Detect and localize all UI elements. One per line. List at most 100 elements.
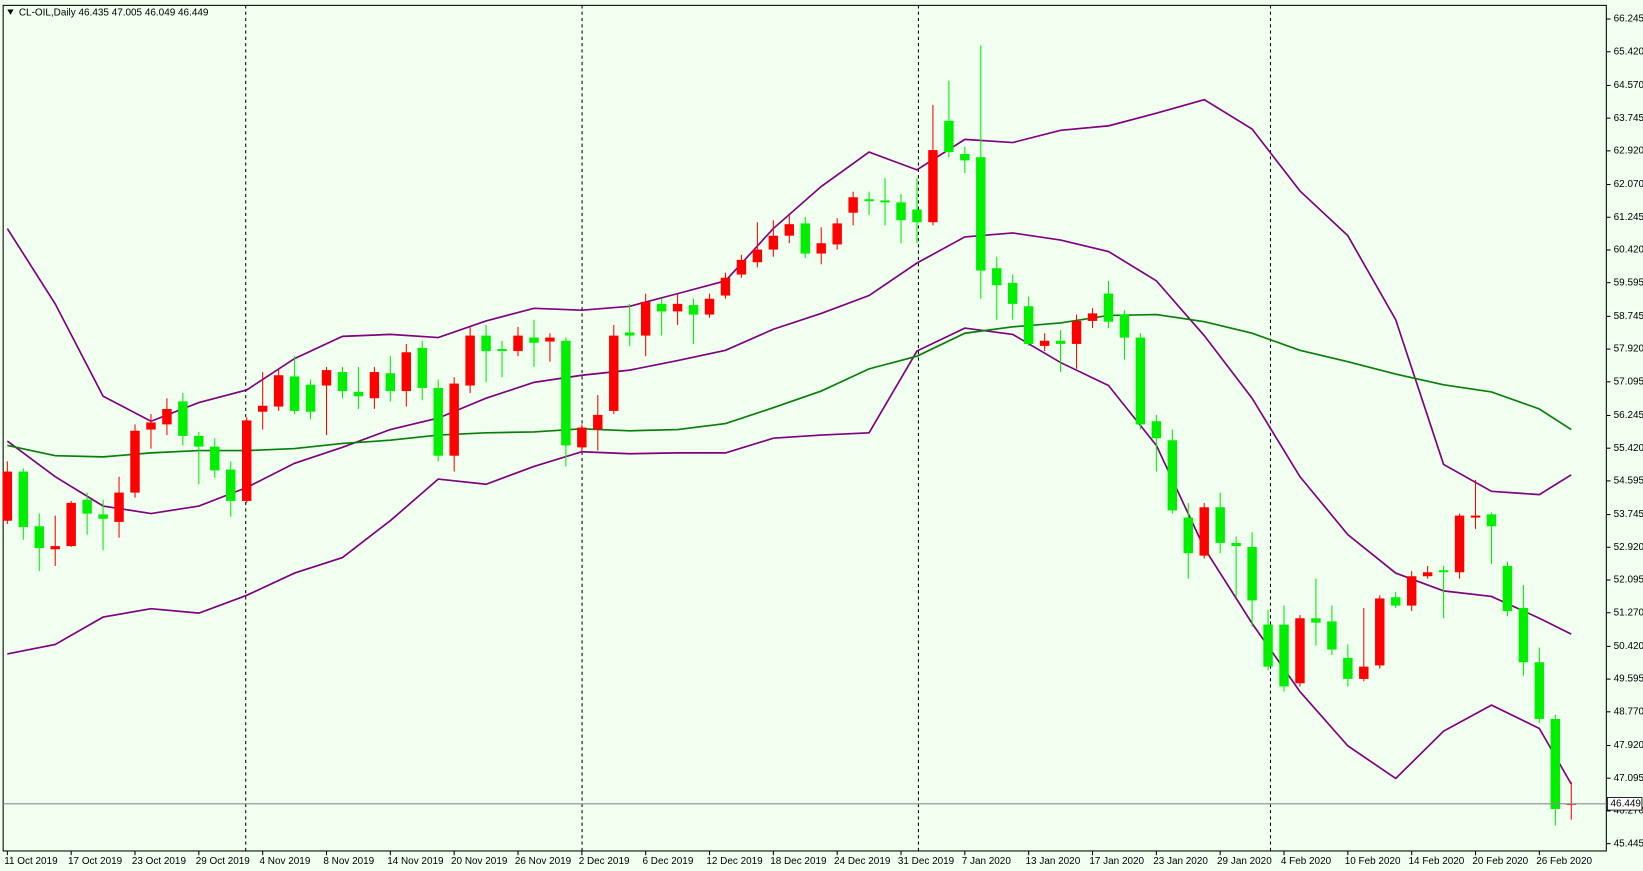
candle-body — [2, 471, 13, 521]
candle-body — [449, 383, 459, 456]
candle-body — [1550, 718, 1561, 809]
candle-body — [1454, 515, 1465, 573]
open-value: 46.435 — [79, 7, 110, 18]
y-tick-label: 47.095 — [1614, 773, 1643, 784]
candle-body — [18, 471, 29, 528]
x-tick-label: 26 Nov 2019 — [515, 856, 572, 867]
candle-body — [114, 492, 124, 522]
candle-body — [162, 408, 172, 425]
y-tick-label: 55.420 — [1614, 443, 1643, 454]
candle-body — [1119, 314, 1130, 338]
candle-body — [928, 150, 938, 223]
candle-body — [992, 268, 1002, 286]
candle-body — [66, 502, 76, 547]
candle-body — [1534, 662, 1545, 719]
candle-body — [625, 332, 635, 336]
candle-body — [98, 514, 108, 519]
candle-body — [848, 197, 858, 213]
candle-body — [816, 243, 826, 254]
price-label: 46.449 — [1611, 798, 1642, 809]
candle-body — [1295, 618, 1305, 684]
candle-body — [433, 387, 443, 456]
x-tick-label: 11 Oct 2019 — [4, 856, 58, 867]
candle-body — [976, 157, 986, 271]
candle-body — [497, 349, 507, 352]
y-tick-label: 47.920 — [1614, 740, 1643, 751]
indicator-line — [7, 327, 1572, 785]
candle-body — [289, 376, 300, 411]
candle-body — [1438, 570, 1449, 573]
candle-body — [736, 259, 747, 275]
candle-body — [720, 277, 731, 296]
indicator-line — [6, 98, 1572, 496]
x-tick-label: 23 Jan 2020 — [1153, 856, 1208, 867]
indicator-line — [6, 232, 1572, 635]
y-tick-label: 61.245 — [1614, 212, 1643, 223]
candle-body — [1231, 542, 1241, 547]
y-tick-label: 57.920 — [1614, 344, 1643, 355]
candle-body — [1071, 320, 1082, 344]
candle-body — [561, 340, 571, 446]
candle-body — [130, 430, 140, 493]
candle-body — [545, 337, 555, 342]
candle-body — [800, 223, 810, 254]
plot-border — [2, 4, 1607, 852]
x-tick-label: 2 Dec 2019 — [579, 856, 630, 867]
candle-body — [896, 202, 906, 221]
candle-body — [273, 375, 284, 407]
candle-body — [1167, 440, 1178, 511]
candle-body — [1008, 282, 1018, 304]
candle-body — [178, 401, 188, 436]
candle-body — [1279, 624, 1289, 687]
y-tick-label: 60.420 — [1614, 245, 1643, 256]
y-tick-label: 64.570 — [1614, 80, 1643, 91]
candle-body — [768, 235, 779, 250]
x-tick-label: 7 Jan 2020 — [962, 856, 1012, 867]
y-tick-label: 53.745 — [1614, 509, 1643, 520]
y-tick-label: 46.270 — [1614, 806, 1643, 817]
candle-body — [1327, 621, 1337, 650]
candle-body — [1215, 507, 1225, 543]
y-tick-label: 50.420 — [1614, 641, 1643, 652]
candle-body — [1470, 515, 1481, 518]
candle-body — [146, 422, 156, 430]
candle-body — [960, 154, 970, 161]
candle-body — [321, 370, 332, 386]
x-tick-label: 20 Nov 2019 — [451, 856, 508, 867]
x-tick-label: 6 Dec 2019 — [643, 856, 694, 867]
candle-body — [864, 199, 874, 202]
candle-body — [784, 224, 795, 236]
x-tick-label: 4 Nov 2019 — [260, 856, 311, 867]
candle-body — [241, 420, 252, 501]
candle-body — [880, 200, 890, 203]
y-tick-label: 48.770 — [1614, 706, 1643, 717]
indicator-line — [7, 313, 1572, 458]
y-tick-label: 52.095 — [1614, 575, 1643, 586]
y-tick-label: 49.595 — [1614, 674, 1643, 685]
candle-body — [385, 373, 396, 392]
x-tick-label: 10 Feb 2020 — [1345, 856, 1401, 867]
candle-body — [577, 427, 587, 448]
candle-body — [1502, 565, 1513, 612]
candle-body — [257, 405, 268, 412]
menu-arrow[interactable] — [7, 9, 14, 15]
candle-body — [194, 435, 204, 447]
candle-body — [513, 335, 523, 352]
candle-body — [944, 120, 954, 153]
chart-header: CL-OIL,Daily 46.435 47.005 46.049 46.449 — [19, 7, 209, 18]
candle-body — [401, 352, 412, 392]
candle-body — [34, 526, 44, 549]
candle-body — [210, 446, 220, 471]
symbol: CL-OIL,Daily — [19, 7, 76, 18]
y-tick-label: 54.595 — [1614, 476, 1643, 487]
x-tick-label: 20 Feb 2020 — [1472, 856, 1528, 867]
y-tick-label: 45.445 — [1614, 838, 1643, 849]
x-tick-label: 18 Dec 2019 — [770, 856, 827, 867]
candle-body — [337, 372, 348, 392]
candle-body — [1422, 572, 1433, 577]
low-value: 46.049 — [145, 7, 176, 18]
y-tick-label: 66.245 — [1614, 14, 1643, 25]
y-tick-label: 57.095 — [1614, 376, 1643, 387]
candle-body — [305, 384, 316, 412]
x-tick-label: 31 Dec 2019 — [898, 856, 955, 867]
